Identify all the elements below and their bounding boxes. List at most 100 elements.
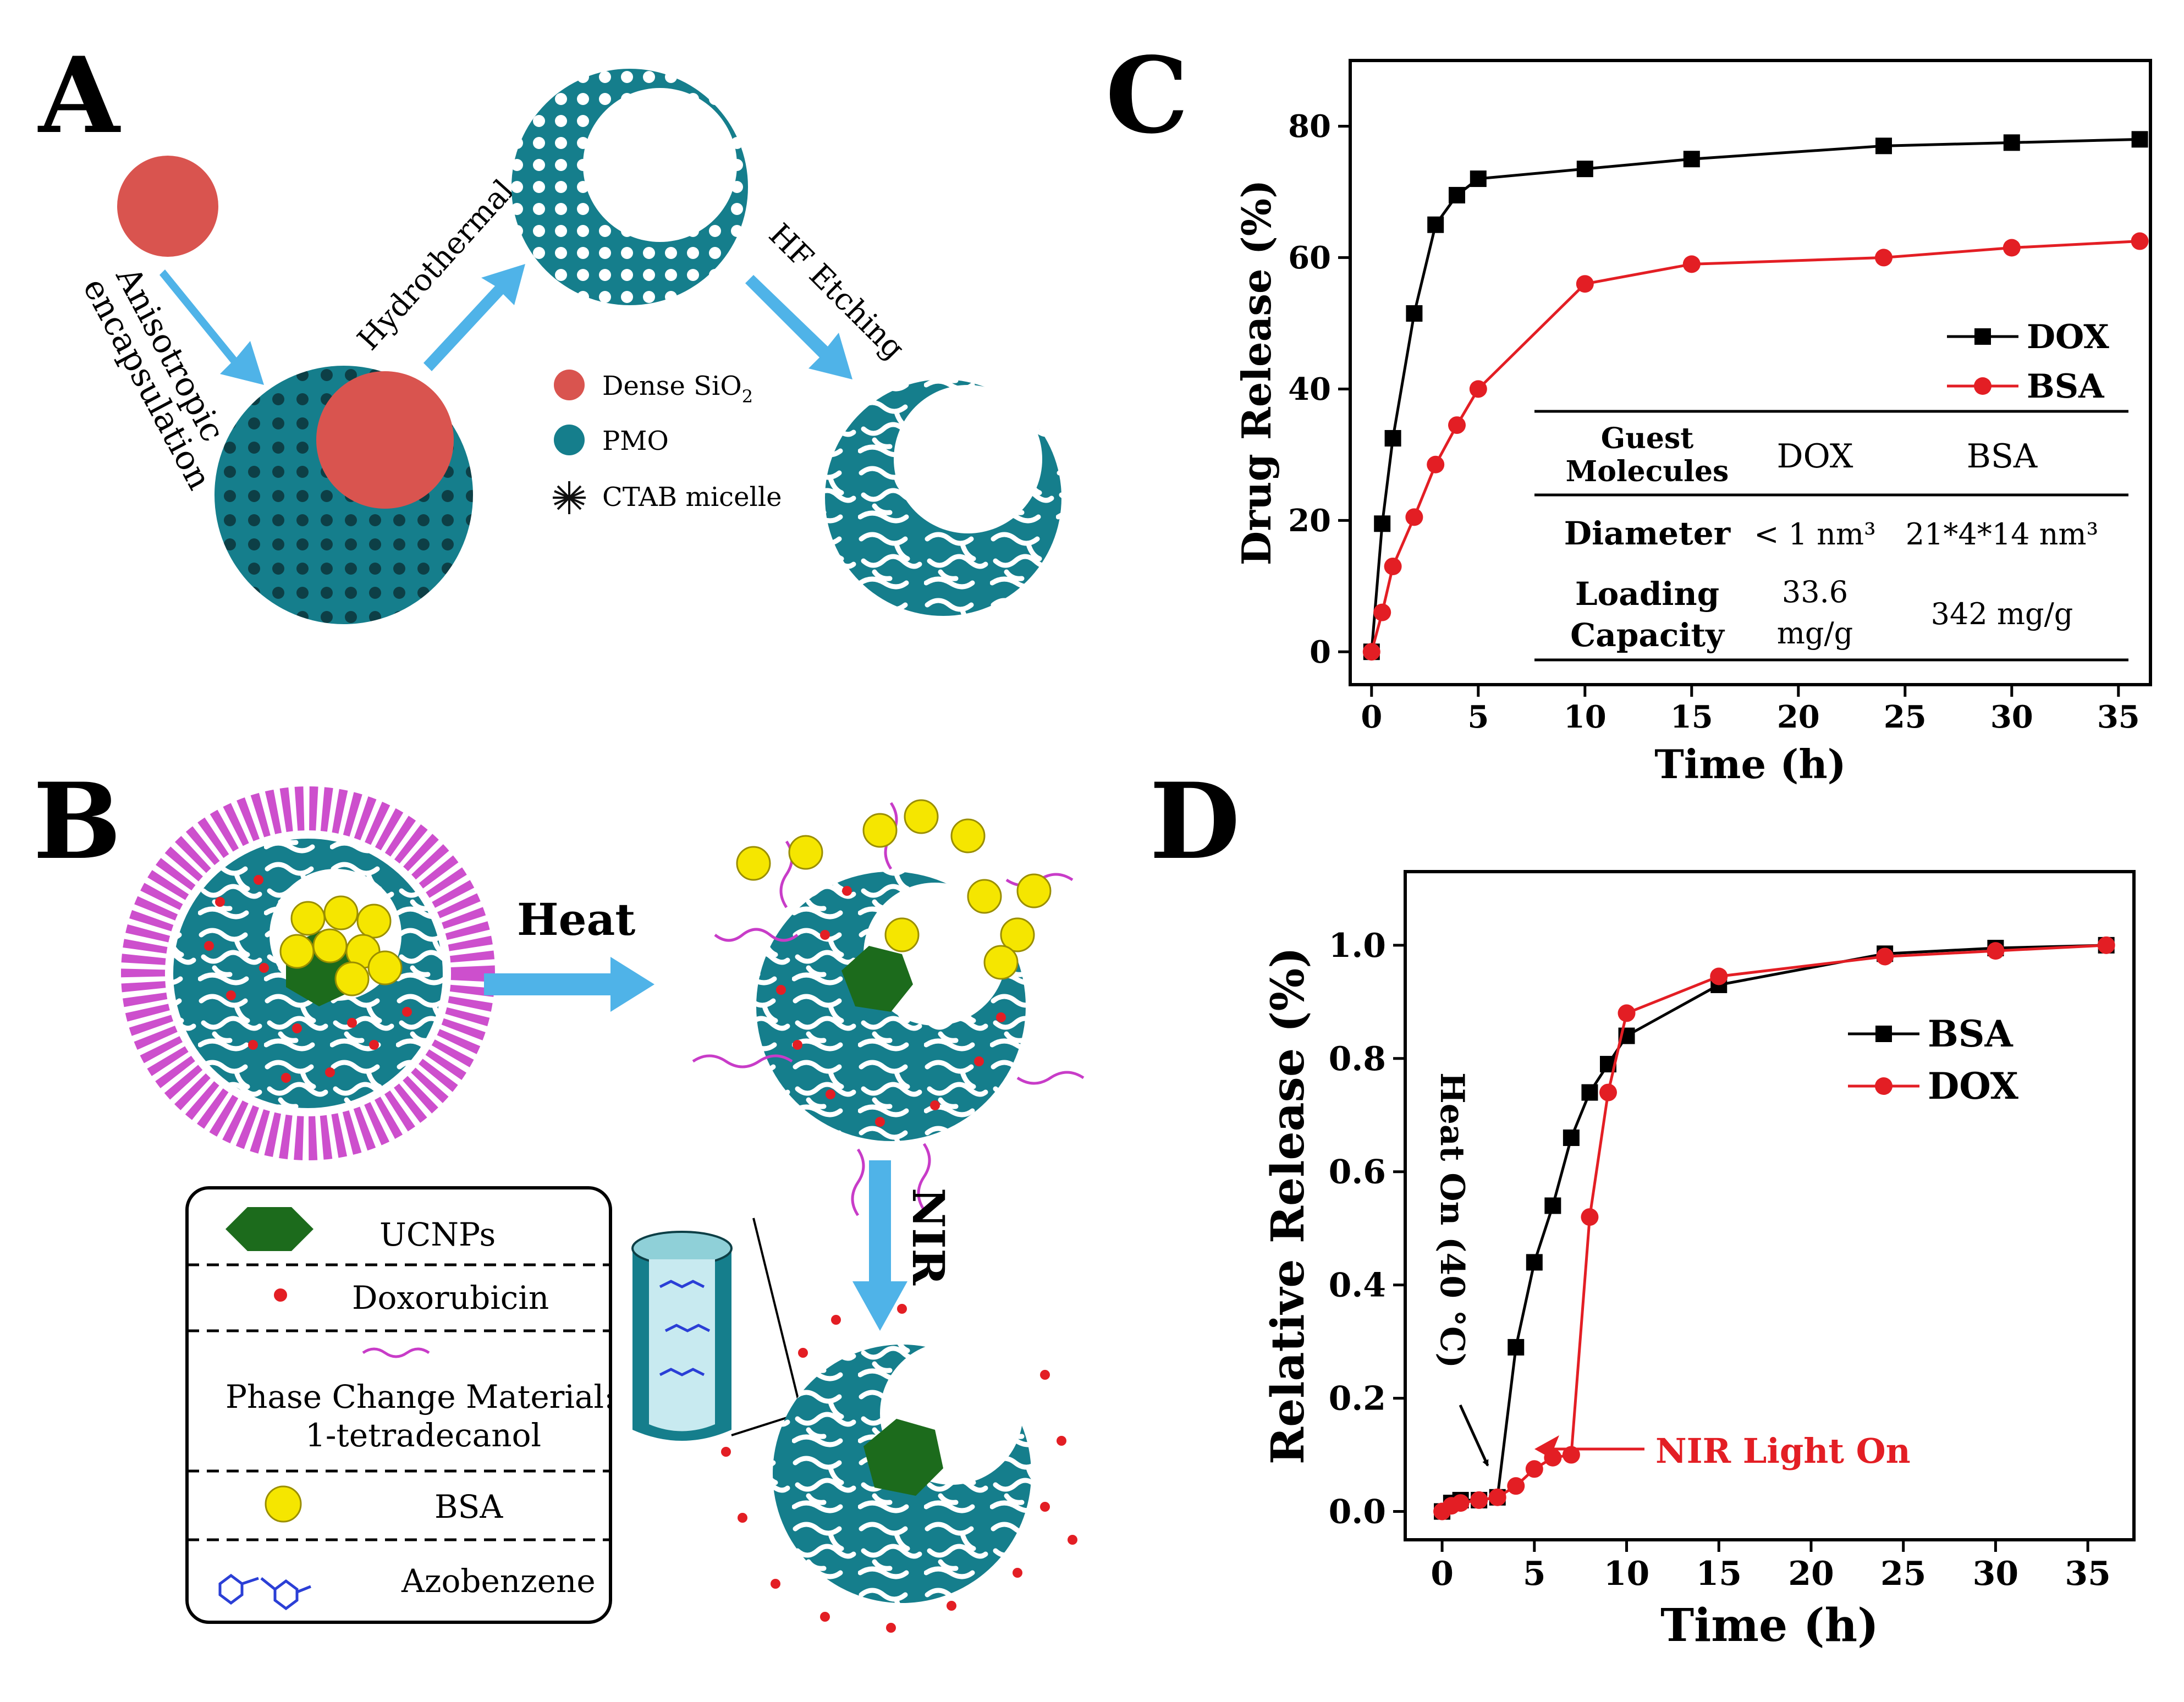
final-particle bbox=[721, 1304, 1077, 1633]
panel-a: A Anisotropic encapsulation Hydrothermal… bbox=[37, 34, 1061, 624]
y-tick-label: 0.6 bbox=[1329, 1153, 1386, 1192]
arrow-hf-etching bbox=[745, 275, 852, 379]
table-row1-bsa: 21*4*14 nm³ bbox=[1906, 517, 2099, 552]
x-axis-label: Time (h) bbox=[1660, 1599, 1879, 1652]
panel-d: D 0 5 10 15 20 25 30 35 0.0 0.2 0.4 0.6 0.8 1.0 Time (… bbox=[1149, 760, 2136, 1652]
annotation-nir-arrowhead bbox=[1534, 1435, 1559, 1463]
data-point-bsa bbox=[1576, 275, 1594, 293]
table-row1-label: Diameter bbox=[1564, 515, 1731, 552]
data-point-dox bbox=[1618, 1004, 1636, 1022]
data-point-dox bbox=[1406, 305, 1423, 322]
y-axis-label: Relative Release (%) bbox=[1262, 947, 1314, 1464]
x-tick-label: 0 bbox=[1361, 699, 1382, 735]
azobenzene-chains bbox=[659, 1280, 711, 1376]
x-tick-label: 15 bbox=[1696, 1555, 1742, 1593]
legend-b-bsa: BSA bbox=[434, 1488, 503, 1525]
plot-frame bbox=[1404, 870, 2136, 1541]
data-point-dox bbox=[1599, 1083, 1617, 1101]
data-point-bsa bbox=[2003, 239, 2021, 257]
data-point-dox bbox=[1987, 942, 2005, 960]
series-line-bsa bbox=[1441, 944, 2106, 1513]
data-point-dox bbox=[1581, 1208, 1599, 1226]
data-point-bsa bbox=[1427, 455, 1445, 473]
ucnp-icon bbox=[225, 1207, 313, 1251]
legend-b: UCNPs Doxorubicin Phase Change Material:… bbox=[185, 1186, 615, 1624]
data-point-dox bbox=[1875, 137, 1892, 155]
data-point-dox bbox=[1427, 216, 1444, 233]
ucnp-core-3 bbox=[863, 1419, 943, 1496]
x-tick-label: 35 bbox=[2065, 1555, 2111, 1593]
inset-table: Guest Molecules DOX BSA Diameter < 1 nm³… bbox=[1534, 410, 2128, 662]
mesochannel-cylinder bbox=[631, 1218, 808, 1441]
table-header-guest: Guest bbox=[1601, 422, 1694, 455]
encapsulated-particle bbox=[214, 366, 473, 624]
legend-b-tetradecanol: 1-tetradecanol bbox=[305, 1417, 541, 1454]
chart-c: 0 5 10 15 20 25 30 35 0 20 40 60 80 Time (h) Drug Rele… bbox=[1233, 59, 2152, 787]
hydrothermal-particle bbox=[511, 69, 748, 305]
table-row2-dox-1: 33.6 bbox=[1782, 575, 1848, 609]
table-row2-label-2: Capacity bbox=[1570, 616, 1725, 654]
annotation-heat-on: Heat On (40 °C) bbox=[1433, 1072, 1471, 1368]
arrow-encapsulation bbox=[159, 269, 264, 385]
legend-b-azobenzene: Azobenzene bbox=[401, 1562, 596, 1600]
dense-silica-sphere bbox=[117, 156, 218, 257]
azobenzene-icon bbox=[218, 1573, 311, 1611]
x-tick-label: 15 bbox=[1670, 699, 1713, 735]
data-point-dox bbox=[1562, 1446, 1580, 1464]
data-point-bsa bbox=[2131, 232, 2149, 250]
panel-b: B Heat bbox=[33, 760, 1085, 1633]
x-tick-label: 30 bbox=[1990, 699, 2033, 735]
table-header-bsa: BSA bbox=[1967, 437, 2038, 476]
data-point-bsa bbox=[1544, 1197, 1561, 1214]
data-point-dox bbox=[1488, 1488, 1506, 1506]
legend-b-ucnps: UCNPs bbox=[379, 1216, 496, 1253]
data-point-bsa bbox=[1373, 603, 1391, 621]
released-particle bbox=[692, 799, 1085, 1216]
data-point-dox bbox=[2097, 936, 2115, 954]
x-tick-label: 35 bbox=[2097, 699, 2140, 735]
pcm-icon bbox=[362, 1347, 430, 1358]
data-point-bsa bbox=[1508, 1339, 1525, 1356]
data-point-bsa bbox=[1682, 255, 1701, 273]
legend-text-pmo: PMO bbox=[602, 426, 669, 456]
legend-a: Dense SiO2 PMO CTAB micelle bbox=[553, 370, 782, 514]
data-point-dox bbox=[1451, 1494, 1470, 1512]
y-tick-label: 20 bbox=[1288, 503, 1331, 539]
legend-label-dox: DOX bbox=[2027, 318, 2109, 356]
y-tick-label: 0.4 bbox=[1329, 1266, 1386, 1305]
data-point-dox bbox=[2131, 131, 2148, 148]
x-axis-label: Time (h) bbox=[1654, 741, 1846, 787]
panel-b-letter: B bbox=[33, 760, 122, 883]
plot-frame bbox=[1349, 59, 2152, 686]
y-tick-label: 0.2 bbox=[1329, 1380, 1386, 1418]
data-point-dox bbox=[2003, 134, 2020, 151]
annotation-heat-arrow bbox=[1459, 1404, 1489, 1467]
y-tick-label: 0 bbox=[1310, 634, 1331, 670]
y-tick-label: 40 bbox=[1288, 371, 1331, 407]
data-point-bsa bbox=[1384, 557, 1402, 575]
series-line-dox bbox=[1441, 944, 2106, 1513]
table-row2-label-1: Loading bbox=[1575, 575, 1719, 613]
process-arrows-a bbox=[159, 264, 852, 385]
table-header-molecules: Molecules bbox=[1566, 455, 1729, 488]
data-point-bsa bbox=[1526, 1254, 1543, 1271]
data-point-dox bbox=[1683, 151, 1700, 168]
y-tick-label: 0.0 bbox=[1329, 1493, 1386, 1532]
panel-c-letter: C bbox=[1105, 34, 1189, 157]
data-point-bsa bbox=[1405, 508, 1423, 526]
panel-a-letter: A bbox=[37, 34, 121, 157]
panel-d-letter: D bbox=[1149, 760, 1240, 883]
data-point-dox bbox=[1449, 186, 1465, 203]
y-axis-label: Drug Release (%) bbox=[1233, 180, 1280, 566]
arrow-hydrothermal bbox=[423, 264, 525, 371]
legend-text-ctab: CTAB micelle bbox=[602, 482, 782, 513]
etched-particle bbox=[825, 379, 1061, 616]
chart-d: 0 5 10 15 20 25 30 35 0.0 0.2 0.4 0.6 0.8 1.0 Time (h)… bbox=[1262, 870, 2136, 1652]
x-tick-label: 25 bbox=[1884, 699, 1927, 735]
x-tick-label: 20 bbox=[1777, 699, 1820, 735]
data-point-dox bbox=[1384, 429, 1401, 447]
series-line-dox bbox=[1370, 137, 2140, 652]
bsa-icon bbox=[265, 1485, 302, 1523]
table-row2-dox-2: mg/g bbox=[1777, 616, 1853, 651]
